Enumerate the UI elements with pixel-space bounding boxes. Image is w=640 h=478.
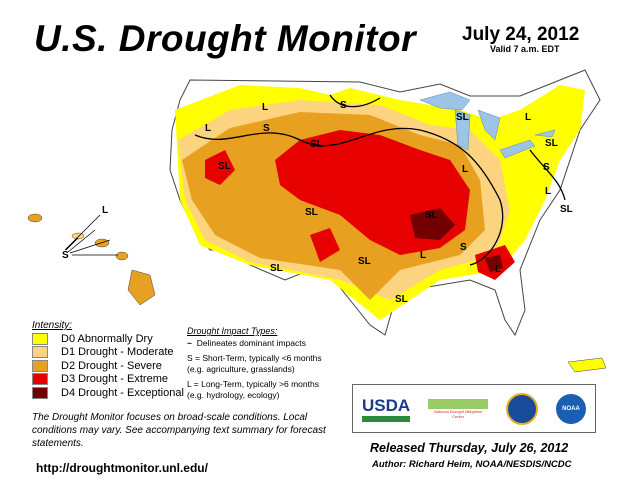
page-title: U.S. Drought Monitor xyxy=(34,18,416,59)
commerce-seal-icon xyxy=(506,392,539,425)
valid-time: Valid 7 a.m. EDT xyxy=(490,44,560,54)
impact-label: S xyxy=(263,123,270,134)
impact-label: S xyxy=(543,162,550,173)
long-term-key: L = Long-Term, typically >6 months xyxy=(187,379,319,389)
legend-label: D2 Drought - Severe xyxy=(61,360,162,372)
impact-label: L xyxy=(495,264,501,275)
impact-label: S xyxy=(340,100,347,111)
legend-item-d3: D3 Drought - Extreme xyxy=(32,373,168,385)
impact-label: SL xyxy=(310,139,323,150)
legend-item-d2: D2 Drought - Severe xyxy=(32,360,162,372)
impact-types-title: Drought Impact Types: xyxy=(187,326,278,336)
impact-label: L xyxy=(102,205,108,216)
hawaii-islands xyxy=(27,213,156,306)
puerto-rico xyxy=(567,357,607,373)
legend-label: D4 Drought - Exceptional xyxy=(61,387,184,399)
impact-label: SL xyxy=(358,256,371,267)
agency-logos: USDA National Drought Mitigation Center … xyxy=(352,384,596,433)
usda-logo: USDA xyxy=(361,396,411,422)
impact-line-label: Delineates dominant impacts xyxy=(196,338,306,348)
d4-region xyxy=(410,208,455,240)
impact-line-key: ~ Delineates dominant impacts xyxy=(187,338,306,349)
legend-swatch xyxy=(32,346,48,358)
impact-label: S xyxy=(460,242,467,253)
impact-line-icon: ~ xyxy=(187,338,192,348)
impact-label: SL xyxy=(218,161,231,172)
legend-item-d0: D0 Abnormally Dry xyxy=(32,333,153,345)
short-term-key: S = Short-Term, typically <6 months xyxy=(187,353,322,363)
legend-item-d1: D1 Drought - Moderate xyxy=(32,346,174,358)
d3-region xyxy=(310,228,340,262)
long-term-example: (e.g. hydrology, ecology) xyxy=(187,390,280,400)
legend-swatch xyxy=(32,360,48,372)
impact-label: SL xyxy=(456,112,469,123)
legend-item-d4: D4 Drought - Exceptional xyxy=(32,387,184,399)
legend-swatch xyxy=(32,373,48,385)
impact-label: SL xyxy=(395,294,408,305)
short-term-example: (e.g. agriculture, grasslands) xyxy=(187,364,295,374)
noaa-logo: NOAA xyxy=(556,393,586,424)
impact-label: SL xyxy=(560,204,573,215)
legend-title: Intensity: xyxy=(32,320,73,331)
impact-label: SL xyxy=(270,263,283,274)
d4-region xyxy=(485,255,503,272)
impact-label: L xyxy=(525,112,531,123)
d3-region xyxy=(205,150,235,185)
legend-label: D1 Drought - Moderate xyxy=(61,346,174,358)
impact-label: L xyxy=(420,250,426,261)
impact-label: SL xyxy=(305,207,318,218)
release-date: Released Thursday, July 26, 2012 xyxy=(370,441,569,455)
impact-boundary-line xyxy=(194,94,566,266)
author: Author: Richard Heim, NOAA/NESDIS/NCDC xyxy=(372,459,572,470)
disclaimer: The Drought Monitor focuses on broad-sca… xyxy=(32,412,326,449)
legend-label: D0 Abnormally Dry xyxy=(61,333,153,345)
great-lakes xyxy=(419,91,556,159)
legend-swatch xyxy=(32,333,48,345)
impact-label: L xyxy=(205,123,211,134)
map-date: July 24, 2012 xyxy=(462,24,580,45)
website-link[interactable]: http://droughtmonitor.unl.edu/ xyxy=(36,461,208,475)
ndmc-logo: National Drought Mitigation Center xyxy=(428,398,489,419)
legend-label: D3 Drought - Extreme xyxy=(61,373,168,385)
impact-label: SL xyxy=(425,210,438,221)
impact-label: S xyxy=(62,250,69,261)
impact-label: SL xyxy=(545,138,558,149)
impact-label: L xyxy=(262,102,268,113)
legend-swatch xyxy=(32,387,48,399)
impact-label: L xyxy=(545,186,551,197)
impact-label: L xyxy=(462,164,468,175)
